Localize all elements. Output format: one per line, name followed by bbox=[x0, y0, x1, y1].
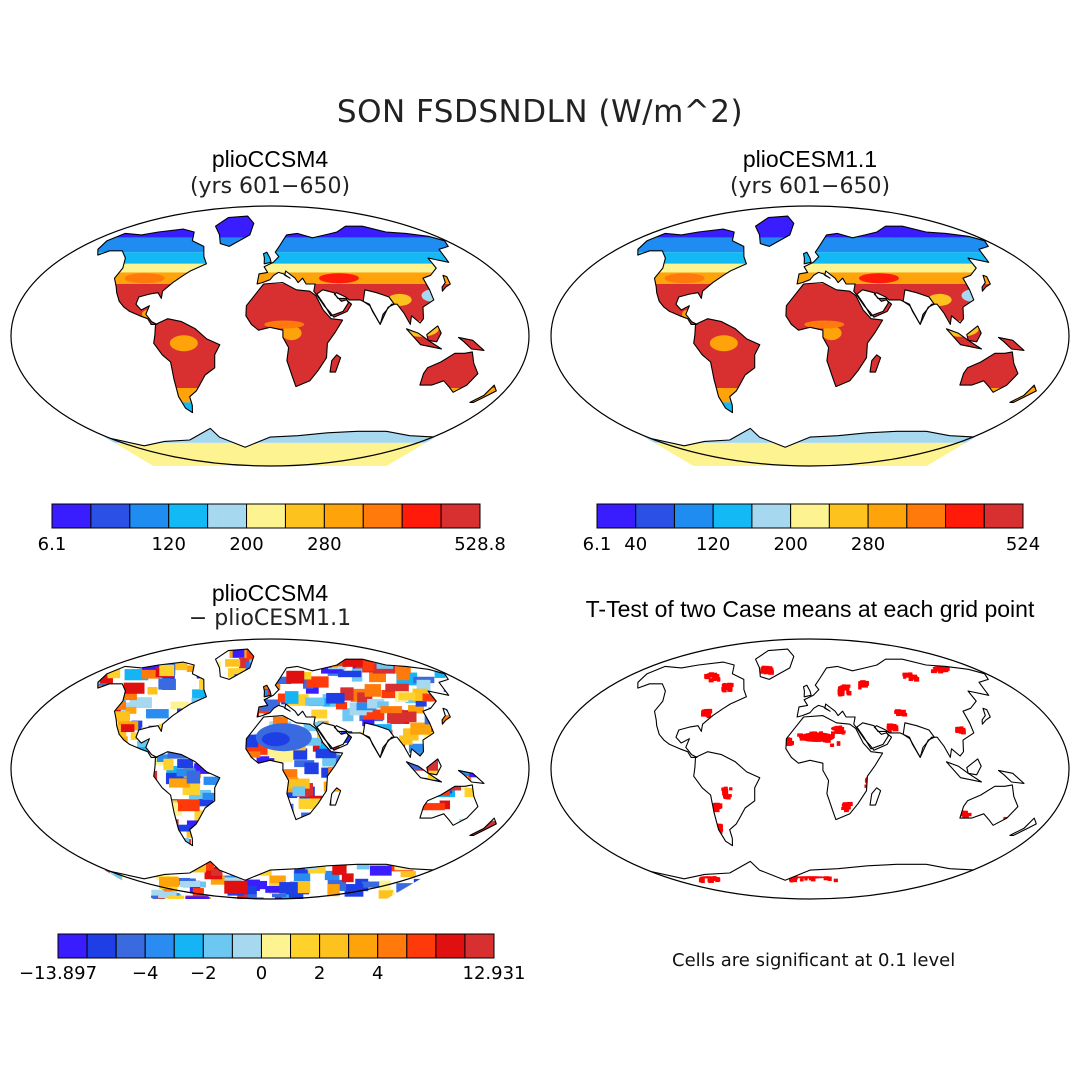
colorbar-swatch bbox=[906, 503, 947, 529]
colorbar-tick-label: −4 bbox=[131, 963, 159, 984]
colorbar-1 bbox=[51, 503, 481, 529]
colorbar-tick-label: −2 bbox=[190, 963, 217, 984]
colorbar-swatch bbox=[712, 503, 753, 529]
colorbar-swatch bbox=[596, 503, 637, 529]
colorbar-swatch bbox=[260, 933, 292, 959]
colorbar-swatch bbox=[323, 503, 364, 529]
panel-title-tr: plioCESM1.1 bbox=[742, 146, 878, 172]
map-frame bbox=[10, 205, 530, 467]
colorbar-swatch bbox=[51, 503, 92, 529]
colorbar-swatch bbox=[202, 933, 233, 959]
ocean bbox=[11, 206, 529, 466]
colorbar-swatch bbox=[319, 933, 350, 959]
colorbar-tick-label: 4 bbox=[371, 963, 384, 984]
map-panel-tl bbox=[10, 205, 530, 467]
colorbar-swatch bbox=[86, 933, 117, 959]
colorbar-3 bbox=[57, 933, 495, 959]
colorbar-swatch bbox=[284, 503, 325, 529]
colorbar-tick-label: 200 bbox=[773, 534, 808, 555]
map-frame bbox=[550, 205, 1070, 467]
colorbar-swatch bbox=[362, 503, 403, 529]
colorbar-swatch bbox=[57, 933, 88, 959]
panel-title-bl: plioCCSM4 bbox=[211, 580, 329, 606]
panel-subtitle-tr: (yrs 601−650) bbox=[729, 174, 891, 199]
colorbar-swatch bbox=[90, 503, 131, 529]
colorbar-tick-label: 528.8 bbox=[454, 534, 506, 555]
map-frame bbox=[550, 638, 1070, 900]
colorbar-2 bbox=[596, 503, 1024, 529]
map-frame bbox=[10, 638, 530, 900]
panel-subtitle-bl: − plioCESM1.1 bbox=[188, 606, 352, 631]
colorbar-swatch bbox=[115, 933, 146, 959]
colorbar-swatch bbox=[377, 933, 408, 959]
colorbar-swatch bbox=[231, 933, 262, 959]
colorbar-tick-label: 120 bbox=[695, 534, 731, 555]
colorbar-tick-label: −13.897 bbox=[18, 963, 98, 984]
colorbar-tick-label: 280 bbox=[307, 534, 342, 555]
colorbar-swatch bbox=[751, 503, 792, 529]
colorbar-swatch bbox=[348, 933, 379, 959]
ocean bbox=[551, 206, 1069, 466]
colorbar-swatch bbox=[983, 503, 1024, 529]
colorbar-swatch bbox=[401, 503, 442, 529]
ocean bbox=[11, 639, 529, 899]
colorbar-2-labels: 6.1 40 120 200 280 524 bbox=[583, 534, 1041, 558]
map-panel-br bbox=[550, 638, 1070, 900]
panel-title-br: T-Test of two Case means at each grid po… bbox=[585, 596, 1035, 622]
colorbar-tick-label: 200 bbox=[229, 534, 264, 555]
colorbar-1-labels: 6.1 120 200 280 528.8 bbox=[38, 534, 506, 558]
colorbar-swatch bbox=[867, 503, 908, 529]
colorbar-tick-label: 280 bbox=[850, 534, 886, 555]
panel-title-tl: plioCCSM4 bbox=[211, 146, 329, 172]
colorbar-swatch bbox=[290, 933, 321, 959]
map-panel-tr bbox=[550, 205, 1070, 467]
colorbar-swatch bbox=[673, 503, 714, 529]
colorbar-3-labels: −13.897 −4 −2 0 2 4 12.931 bbox=[19, 963, 526, 987]
panel-subtitle-tl: (yrs 601−650) bbox=[189, 174, 351, 199]
colorbar-swatch bbox=[129, 503, 170, 529]
colorbar-tick-label: 120 bbox=[151, 534, 186, 555]
colorbar-tick-label: 524 bbox=[1005, 534, 1041, 555]
colorbar-tick-label: 6.1 bbox=[37, 534, 67, 555]
colorbar-swatch bbox=[635, 503, 675, 529]
colorbar-swatch bbox=[464, 933, 495, 959]
significance-note: Cells are significant at 0.1 level bbox=[672, 950, 956, 971]
colorbar-swatch bbox=[828, 503, 869, 529]
colorbar-swatch bbox=[440, 503, 481, 529]
colorbar-swatch bbox=[144, 933, 175, 959]
colorbar-tick-label: 0 bbox=[255, 963, 268, 984]
colorbar-swatch bbox=[207, 503, 248, 529]
colorbar-swatch bbox=[945, 503, 985, 529]
colorbar-swatch bbox=[435, 933, 466, 959]
ocean bbox=[551, 639, 1069, 899]
map-panel-bl bbox=[10, 638, 530, 900]
colorbar-swatch bbox=[790, 503, 830, 529]
colorbar-tick-label: 6.1 bbox=[582, 534, 612, 555]
colorbar-tick-label: 2 bbox=[313, 963, 326, 984]
colorbar-swatch bbox=[246, 503, 286, 529]
figure-title: SON FSDSNDLN (W/m^2) bbox=[336, 94, 744, 130]
colorbar-swatch bbox=[406, 933, 437, 959]
colorbar-tick-label: 12.931 bbox=[462, 963, 526, 984]
colorbar-swatch bbox=[168, 503, 209, 529]
colorbar-tick-label: 40 bbox=[624, 534, 648, 555]
colorbar-swatch bbox=[173, 933, 204, 959]
